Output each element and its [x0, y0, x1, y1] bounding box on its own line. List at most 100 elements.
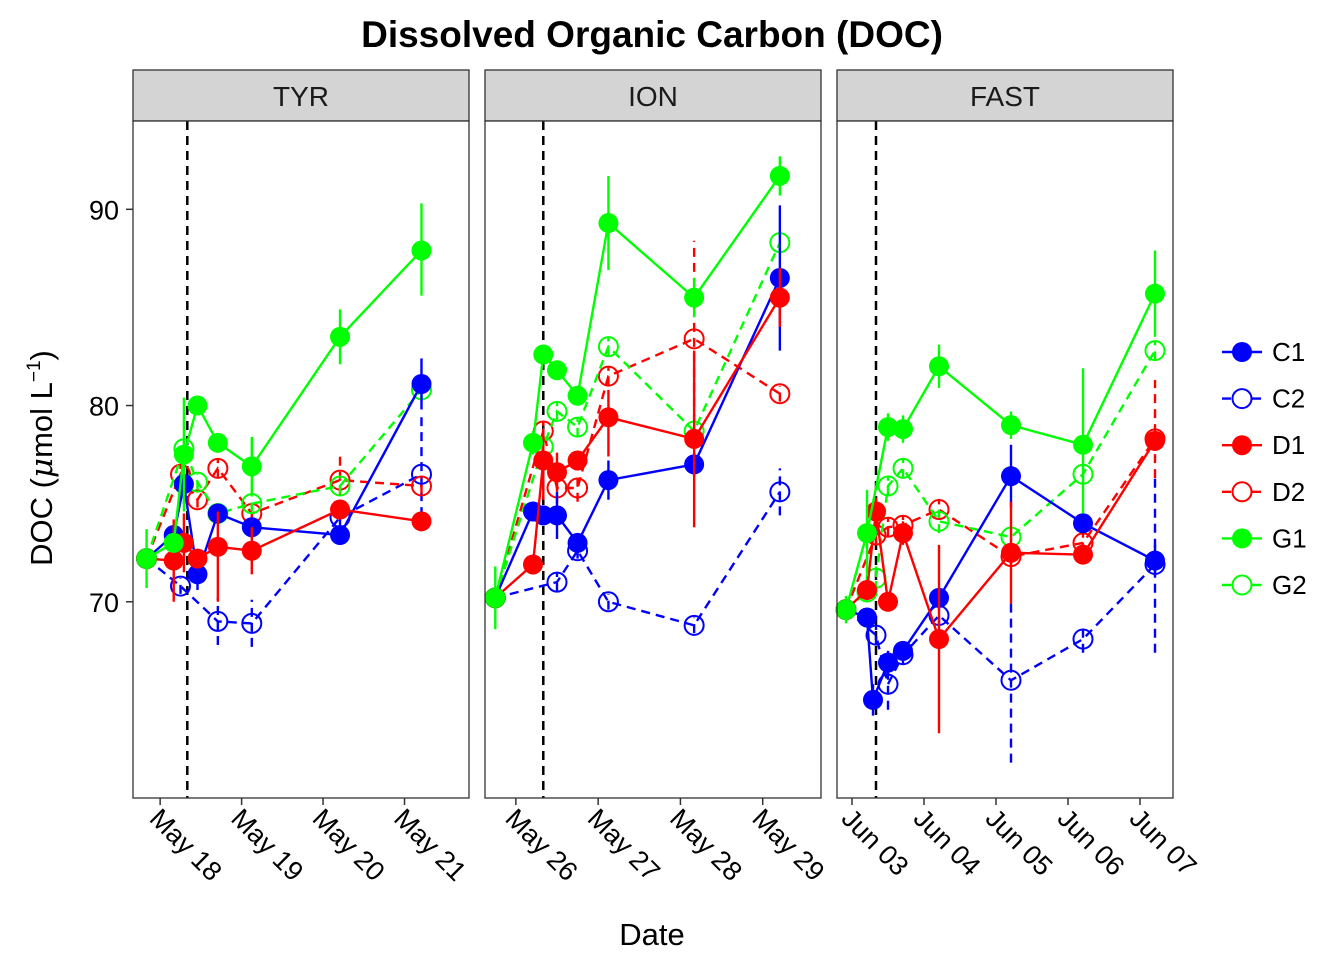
data-point	[170, 575, 192, 597]
data-point	[186, 489, 208, 511]
data-point	[1001, 542, 1021, 563]
data-point	[207, 610, 229, 632]
y-tick-label: 80	[89, 392, 119, 422]
x-tick-label: May 27	[582, 803, 666, 887]
data-point	[878, 417, 898, 438]
x-tick-label: Jun 07	[1124, 803, 1203, 882]
data-point	[929, 356, 949, 377]
series-c2	[484, 468, 791, 636]
legend-item-d2: D2	[1222, 477, 1305, 507]
data-point	[1001, 415, 1021, 436]
x-tick-label: May 19	[225, 803, 309, 887]
legend-item-g1: G1	[1222, 523, 1307, 553]
data-point	[1145, 550, 1165, 571]
data-point	[547, 360, 567, 381]
panel-background	[837, 121, 1173, 798]
legend-key-point	[1231, 388, 1253, 410]
data-point	[684, 428, 705, 449]
x-tick-label: May 29	[746, 803, 830, 887]
data-point	[878, 591, 898, 612]
data-point	[769, 383, 791, 405]
data-point	[1073, 513, 1093, 534]
data-point	[547, 462, 567, 483]
data-point	[1145, 430, 1165, 451]
data-point	[1000, 669, 1022, 691]
x-tick-label: Jun 04	[908, 803, 987, 882]
panel-border	[132, 120, 470, 799]
legend-key-point	[1232, 435, 1252, 456]
data-point	[411, 240, 432, 261]
data-point	[187, 548, 208, 569]
data-point	[411, 511, 432, 532]
data-point	[1073, 434, 1093, 455]
data-point	[684, 287, 705, 308]
series-g1	[836, 250, 1165, 624]
data-point	[1001, 466, 1021, 487]
data-point	[893, 523, 913, 544]
series-d1	[836, 430, 1165, 734]
data-point	[893, 419, 913, 440]
chart-title: Dissolved Organic Carbon (DOC)	[361, 14, 943, 55]
facet-strip-label: FAST	[970, 81, 1040, 112]
data-point	[330, 326, 351, 347]
legend-label: G2	[1272, 570, 1307, 600]
data-point	[857, 607, 877, 628]
facet-strip-label: ION	[628, 81, 678, 112]
data-point	[546, 571, 568, 593]
panel-border	[484, 120, 822, 799]
x-axis-title: Date	[619, 917, 684, 952]
legend-label: G1	[1272, 523, 1307, 553]
x-tick-label: Jun 05	[980, 803, 1059, 882]
data-point	[533, 344, 554, 365]
data-point	[929, 629, 949, 650]
legend-key-point	[1231, 481, 1253, 503]
data-point	[1073, 544, 1093, 565]
y-axis: 70 80 90	[89, 195, 133, 618]
data-point	[567, 477, 589, 499]
facet-strip	[132, 69, 470, 122]
data-point	[836, 599, 856, 620]
facet-strip-label: TYR	[273, 81, 329, 112]
data-point	[163, 532, 184, 553]
legend-label: D1	[1272, 430, 1305, 460]
data-point	[928, 510, 950, 532]
data-point	[411, 373, 432, 394]
data-point	[329, 475, 351, 497]
data-point	[330, 499, 351, 520]
series-line	[495, 491, 781, 627]
data-point	[546, 400, 568, 422]
data-point	[523, 432, 543, 453]
data-point	[865, 624, 887, 646]
data-point	[547, 505, 567, 526]
data-point	[857, 579, 877, 600]
series-line	[494, 175, 781, 599]
y-tick-label: 70	[89, 588, 119, 618]
data-point	[598, 407, 619, 428]
data-point	[683, 328, 705, 350]
facet-strip	[836, 69, 1174, 122]
data-point	[892, 457, 914, 479]
legend-label: C1	[1272, 337, 1305, 367]
x-tick-label: May 18	[144, 803, 228, 887]
data-point	[207, 457, 229, 479]
data-point	[187, 395, 208, 416]
data-point	[330, 525, 351, 546]
data-point	[410, 475, 432, 497]
series-d1	[136, 499, 432, 602]
legend-label: C2	[1272, 384, 1305, 414]
panel-border	[836, 120, 1174, 799]
x-tick-label: May 28	[664, 803, 748, 887]
legend-item-d1: D1	[1222, 430, 1305, 460]
series-line	[844, 293, 1157, 610]
data-point	[187, 564, 208, 585]
data-point	[241, 540, 262, 561]
data-point	[567, 385, 588, 406]
data-point	[597, 591, 619, 613]
data-point	[1072, 628, 1094, 650]
data-point	[598, 470, 619, 491]
legend-item-c2: C2	[1222, 384, 1305, 414]
legend-key-point	[1231, 574, 1253, 596]
